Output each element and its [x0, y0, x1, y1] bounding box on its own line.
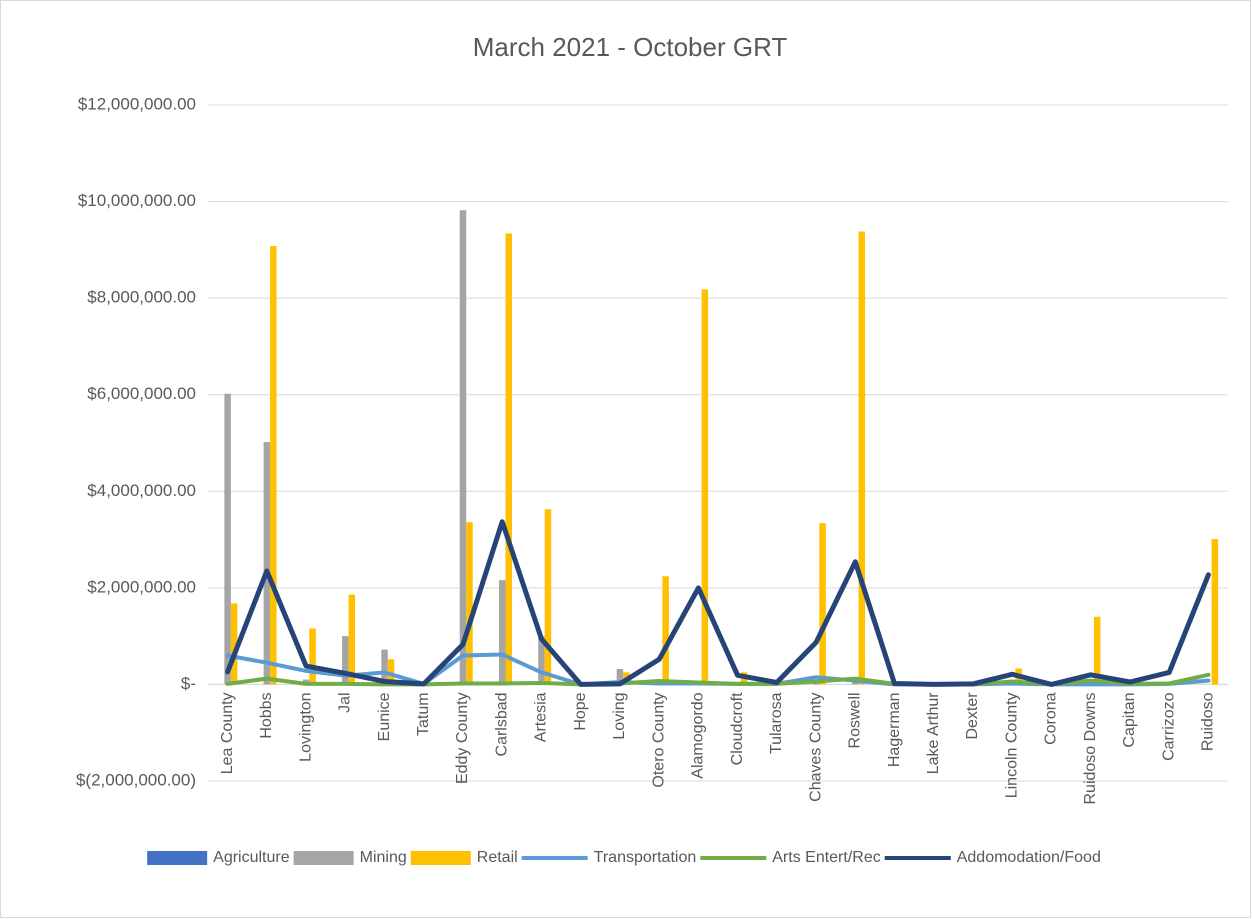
bar	[616, 668, 624, 685]
bar	[498, 580, 506, 685]
legend-label: Arts Entert/Rec	[772, 849, 880, 866]
x-tick-label: Hagerman	[886, 692, 903, 767]
y-tick-label: $12,000,000.00	[78, 94, 196, 113]
x-tick-label: Cloudcroft	[729, 692, 746, 765]
x-tick-label: Lake Arthur	[925, 692, 942, 775]
legend-item: Arts Entert/Rec	[700, 849, 881, 866]
x-tick-label: Lea County	[219, 692, 236, 774]
line	[225, 519, 1211, 687]
x-tick-label: Carlsbad	[493, 692, 510, 756]
legend-label: Mining	[360, 849, 407, 866]
bar	[263, 442, 271, 685]
bar	[662, 576, 669, 685]
y-tick-label: $2,000,000.00	[87, 577, 196, 596]
bar	[224, 393, 231, 685]
x-tick-label: Tatum	[415, 692, 432, 736]
x-tick-label: Tularosa	[768, 692, 785, 754]
x-tick-label: Alamogordo	[690, 692, 707, 778]
bar	[858, 231, 866, 685]
legend-label: Addomodation/Food	[957, 849, 1101, 866]
x-tick-label: Carrizozo	[1160, 692, 1177, 761]
legend-label: Agriculture	[213, 849, 290, 866]
x-tick-label: Chaves County	[807, 692, 824, 801]
bar	[466, 522, 473, 685]
legend-item: Mining	[293, 849, 407, 866]
bar	[309, 628, 316, 685]
bar	[230, 603, 238, 685]
y-tick-label: $6,000,000.00	[87, 384, 196, 403]
legend-item: Retail	[410, 849, 518, 866]
x-tick-label: Hobbs	[258, 692, 275, 738]
bar	[459, 210, 467, 685]
bar	[348, 594, 356, 685]
x-tick-label: Jal	[337, 692, 354, 712]
x-tick-label: Capitan	[1121, 692, 1138, 747]
bar	[1211, 539, 1219, 685]
bar	[387, 659, 395, 685]
x-tick-label: Dexter	[964, 692, 981, 740]
legend-swatch	[410, 851, 471, 865]
bar	[701, 289, 709, 685]
x-tick-label: Eunice	[376, 692, 393, 741]
bar	[505, 233, 512, 685]
x-tick-label: Eddy County	[454, 692, 471, 784]
bar	[270, 245, 277, 685]
bar	[1093, 616, 1101, 685]
legend-label: Transportation	[594, 849, 697, 866]
bar	[381, 649, 388, 685]
y-tick-label: $4,000,000.00	[87, 481, 196, 500]
x-tick-label: Lincoln County	[1003, 692, 1020, 798]
x-tick-label: Roswell	[847, 692, 864, 748]
x-tick-label: Ruidoso Downs	[1082, 692, 1099, 804]
x-tick-label: Loving	[611, 692, 628, 739]
y-tick-label: $8,000,000.00	[87, 288, 196, 307]
bar	[819, 523, 826, 685]
y-tick-label: $-	[181, 674, 196, 693]
legend-item: Addomodation/Food	[884, 849, 1101, 866]
legend-item: Agriculture	[147, 849, 290, 866]
legend-label: Retail	[477, 849, 518, 866]
x-tick-label: Hope	[572, 692, 589, 730]
bar	[544, 509, 552, 685]
y-tick-label: $10,000,000.00	[78, 191, 196, 210]
y-tick-label: $(2,000,000.00)	[76, 770, 196, 789]
x-tick-label: Corona	[1043, 692, 1060, 745]
x-tick-label: Lovington	[297, 692, 314, 761]
legend-swatch	[293, 851, 354, 865]
bar	[538, 636, 545, 685]
bar	[342, 636, 349, 685]
x-tick-label: Ruidoso	[1200, 692, 1217, 751]
legend-item: Transportation	[521, 849, 697, 866]
x-tick-label: Otero County	[650, 692, 667, 787]
chart-title: March 2021 - October GRT	[473, 32, 788, 62]
x-tick-label: Artesia	[533, 692, 550, 742]
legend-swatch	[147, 851, 208, 865]
